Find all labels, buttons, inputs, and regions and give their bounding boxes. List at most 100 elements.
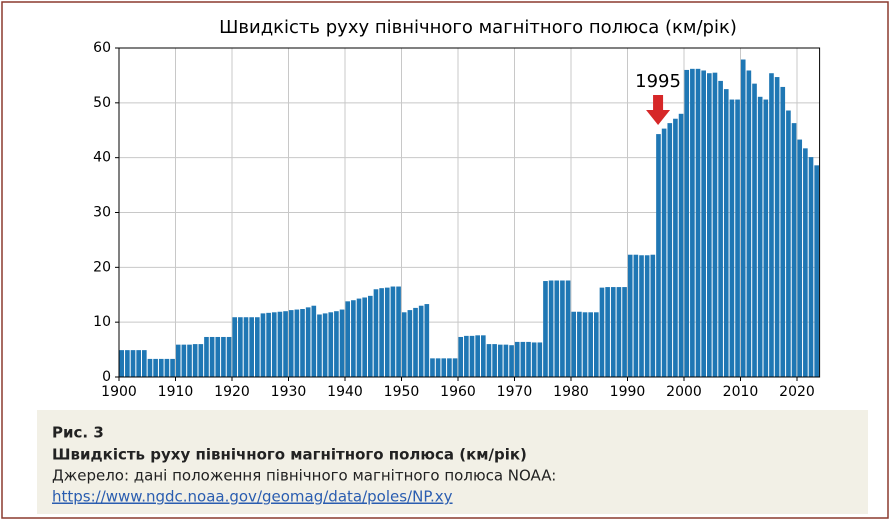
y-tick-label: 40: [93, 150, 111, 166]
bar: [690, 68, 695, 377]
bar: [249, 317, 254, 377]
x-tick-label: 2010: [723, 384, 759, 400]
bar: [390, 286, 396, 377]
bar: [780, 86, 786, 377]
bar: [288, 310, 294, 377]
bar: [797, 139, 803, 377]
bar: [379, 288, 384, 377]
y-tick-label: 50: [93, 95, 111, 111]
bar: [673, 118, 678, 378]
bar: [170, 358, 175, 377]
bar: [396, 286, 401, 377]
bar: [582, 312, 588, 377]
bar: [656, 134, 661, 377]
bar: [503, 344, 509, 377]
bar: [605, 287, 610, 377]
bar: [345, 301, 351, 377]
bar: [418, 305, 424, 377]
bar: [752, 83, 757, 378]
bar: [594, 312, 599, 377]
bar: [464, 335, 469, 377]
annotation-arrow: [646, 95, 671, 125]
bar: [729, 99, 735, 377]
bar: [616, 287, 622, 377]
bar: [492, 344, 497, 377]
x-tick-label: 1960: [440, 384, 476, 400]
bar: [153, 358, 158, 377]
bar: [514, 341, 520, 377]
bar: [548, 280, 554, 377]
bar: [266, 312, 271, 377]
bar: [368, 295, 373, 377]
bar: [424, 304, 430, 377]
bar: [328, 312, 334, 377]
y-tick-label: 20: [93, 259, 111, 275]
x-tick-label: 1970: [497, 384, 533, 400]
bar: [707, 73, 712, 378]
x-tick-label: 1990: [610, 384, 646, 400]
bar: [746, 70, 752, 378]
bar: [277, 311, 283, 377]
bar: [158, 358, 164, 377]
y-tick-label: 60: [93, 40, 111, 56]
bar: [560, 280, 565, 377]
bar: [661, 128, 667, 377]
bar: [622, 287, 627, 377]
bar: [458, 336, 464, 377]
caption-link[interactable]: https://www.ngdc.noaa.gov/geomag/data/po…: [52, 488, 453, 506]
bar: [147, 358, 153, 377]
bar: [531, 342, 537, 377]
bar: [430, 358, 435, 377]
bar: [644, 255, 650, 377]
bar: [475, 335, 480, 377]
bar: [543, 281, 548, 377]
bar: [260, 313, 266, 377]
bar: [243, 317, 249, 377]
bar: [271, 312, 277, 377]
bar: [481, 335, 486, 377]
bar: [588, 312, 593, 377]
bar: [351, 300, 356, 377]
bar: [735, 99, 740, 377]
x-tick-label: 1980: [553, 384, 589, 400]
bar: [215, 336, 221, 377]
bar: [305, 307, 311, 377]
bar: [435, 358, 441, 377]
bar: [294, 309, 300, 377]
caption-title: Швидкість руху північного магнітного пол…: [52, 446, 527, 464]
x-tick-label: 1950: [384, 384, 420, 400]
bar: [684, 69, 690, 377]
bar: [119, 350, 125, 377]
bar: [142, 350, 147, 377]
bar: [509, 345, 514, 377]
bar: [701, 70, 706, 378]
bar: [763, 99, 769, 377]
bar: [774, 77, 780, 377]
bar: [469, 335, 475, 377]
bar: [554, 280, 560, 377]
bar: [639, 255, 644, 377]
bar: [226, 336, 232, 377]
bar: [192, 344, 198, 377]
bar: [718, 80, 723, 378]
bar: [565, 280, 571, 377]
bar: [627, 254, 633, 377]
bar: [452, 358, 458, 377]
x-tick-label: 2000: [666, 384, 702, 400]
bar: [486, 344, 492, 377]
bar: [441, 358, 447, 377]
bar: [136, 350, 141, 377]
bar: [238, 317, 243, 377]
bar: [255, 317, 260, 377]
bar: [164, 358, 170, 377]
caption-label: Рис. 3: [52, 424, 104, 442]
x-tick-label: 1940: [327, 384, 363, 400]
bar: [221, 336, 226, 377]
bar: [497, 344, 503, 377]
bar: [181, 344, 187, 377]
bar: [283, 311, 288, 377]
bar: [808, 157, 814, 377]
bar: [610, 287, 616, 377]
